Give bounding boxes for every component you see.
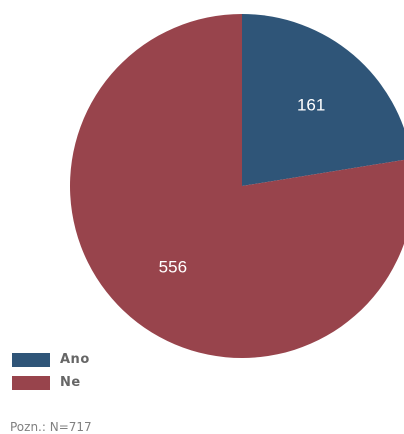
pie-slice-ano xyxy=(242,14,404,186)
legend-swatch-ne xyxy=(12,375,50,390)
legend-label-ne: Ne xyxy=(60,375,81,390)
legend-item-ne: Ne xyxy=(12,371,90,394)
data-label-ne: 556 xyxy=(159,258,187,277)
legend-item-ano: Ano xyxy=(12,348,90,371)
pie-slice-ne xyxy=(70,14,404,358)
legend-label-ano: Ano xyxy=(60,352,90,367)
legend: Ano Ne xyxy=(12,348,90,394)
legend-swatch-ano xyxy=(12,352,50,367)
data-label-ano: 161 xyxy=(297,95,325,114)
chart-note: Pozn.: N=717 xyxy=(10,420,92,434)
